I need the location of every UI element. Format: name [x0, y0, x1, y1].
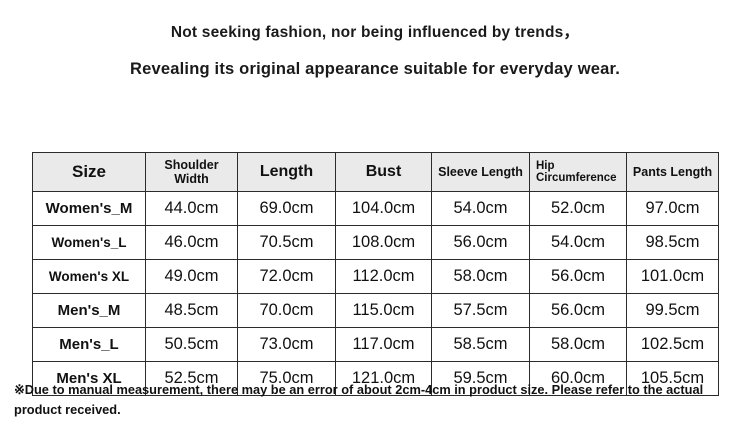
cell-length: 73.0cm [237, 327, 336, 362]
table-row: Women's_L 46.0cm 70.5cm 108.0cm 56.0cm 5… [32, 225, 719, 260]
table-row: Men's_M 48.5cm 70.0cm 115.0cm 57.5cm 56.… [32, 293, 719, 328]
cell-bust: 117.0cm [335, 327, 432, 362]
table-row: Men's XL 52.5cm 75.0cm 121.0cm 59.5cm 60… [32, 361, 719, 396]
column-header-length: Length [237, 152, 336, 192]
cell-sleeve-length: 57.5cm [431, 293, 530, 328]
cell-shoulder-width: 46.0cm [145, 225, 238, 260]
cell-hip-circumference: 58.0cm [529, 327, 627, 362]
size-table-container: Size Shoulder Width Length Bust Sleeve L… [32, 152, 719, 396]
cell-pants-length: 105.5cm [626, 361, 719, 396]
cell-sleeve-length: 56.0cm [431, 225, 530, 260]
cell-hip-circumference: 54.0cm [529, 225, 627, 260]
cell-shoulder-width: 50.5cm [145, 327, 238, 362]
cell-bust: 115.0cm [335, 293, 432, 328]
cell-pants-length: 97.0cm [626, 191, 719, 226]
measurement-disclaimer: ※Due to manual measurement, there may be… [14, 382, 704, 417]
cell-pants-length: 102.5cm [626, 327, 719, 362]
column-header-bust: Bust [335, 152, 432, 192]
row-label-womens-xl: Women's XL [32, 259, 146, 294]
size-chart-page: Not seeking fashion, nor being influence… [0, 20, 750, 425]
cell-shoulder-width: 52.5cm [145, 361, 238, 396]
cell-length: 72.0cm [237, 259, 336, 294]
cell-hip-circumference: 52.0cm [529, 191, 627, 226]
table-row: Women's_M 44.0cm 69.0cm 104.0cm 54.0cm 5… [32, 191, 719, 226]
row-label-womens-m: Women's_M [32, 191, 146, 226]
size-table: Size Shoulder Width Length Bust Sleeve L… [32, 152, 719, 396]
headline-line-1-text: Not seeking fashion, nor being influence… [170, 24, 564, 41]
cell-hip-circumference: 56.0cm [529, 259, 627, 294]
table-row: Women's XL 49.0cm 72.0cm 112.0cm 58.0cm … [32, 259, 719, 294]
row-label-mens-xl: Men's XL [32, 361, 146, 396]
column-header-hip-circumference: Hip Circumference [529, 152, 627, 192]
cell-bust: 112.0cm [335, 259, 432, 294]
row-label-mens-m: Men's_M [32, 293, 146, 328]
cell-sleeve-length: 58.5cm [431, 327, 530, 362]
column-header-shoulder-width: Shoulder Width [145, 152, 238, 192]
headline-line-2: Revealing its original appearance suitab… [130, 60, 620, 78]
cell-length: 70.0cm [237, 293, 336, 328]
column-header-size: Size [32, 152, 146, 192]
column-header-sleeve-length: Sleeve Length [431, 152, 530, 192]
headline-comma: ， [563, 24, 580, 41]
row-label-mens-l: Men's_L [32, 327, 146, 362]
cell-bust: 104.0cm [335, 191, 432, 226]
cell-pants-length: 99.5cm [626, 293, 719, 328]
cell-length: 70.5cm [237, 225, 336, 260]
cell-shoulder-width: 49.0cm [145, 259, 238, 294]
row-label-womens-l: Women's_L [32, 225, 146, 260]
table-row: Men's_L 50.5cm 73.0cm 117.0cm 58.5cm 58.… [32, 327, 719, 362]
cell-pants-length: 101.0cm [626, 259, 719, 294]
cell-sleeve-length: 58.0cm [431, 259, 530, 294]
cell-bust: 108.0cm [335, 225, 432, 260]
size-table-body: Women's_M 44.0cm 69.0cm 104.0cm 54.0cm 5… [32, 191, 719, 396]
table-header-row: Size Shoulder Width Length Bust Sleeve L… [32, 152, 719, 192]
cell-shoulder-width: 48.5cm [145, 293, 238, 328]
cell-sleeve-length: 54.0cm [431, 191, 530, 226]
column-header-pants-length: Pants Length [626, 152, 719, 192]
cell-pants-length: 98.5cm [626, 225, 719, 260]
column-header-hip-circumference-text: Hip Circumference [536, 159, 617, 184]
cell-hip-circumference: 56.0cm [529, 293, 627, 328]
size-table-header: Size Shoulder Width Length Bust Sleeve L… [32, 152, 719, 192]
headline-line-1: Not seeking fashion, nor being influence… [0, 20, 750, 42]
cell-bust: 121.0cm [335, 361, 432, 396]
cell-shoulder-width: 44.0cm [145, 191, 238, 226]
cell-length: 69.0cm [237, 191, 336, 226]
